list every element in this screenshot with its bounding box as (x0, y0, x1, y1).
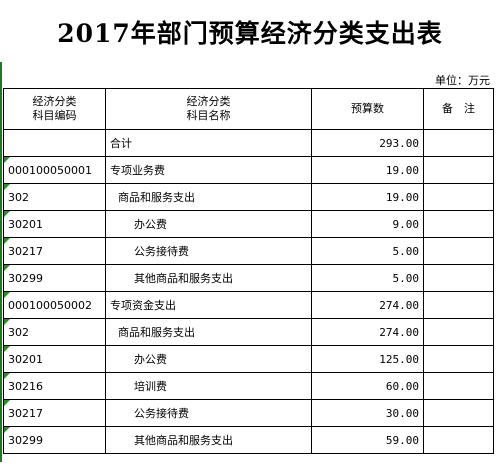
table-row: 000100050002 专项资金支出 274.00 (3, 291, 494, 319)
cell-code[interactable]: 30201 (3, 345, 106, 373)
cell-flag-icon (4, 373, 10, 379)
cell-flag-icon (4, 265, 10, 271)
cell-amount[interactable]: 19.00 (311, 156, 424, 184)
cell-amount[interactable]: 293.00 (311, 129, 424, 157)
cell-flag-icon (4, 157, 10, 163)
table-row: 30299 其他商品和服务支出 5.00 (3, 264, 494, 292)
cell-code-text: 30299 (8, 271, 43, 285)
cell-amount[interactable]: 59.00 (311, 426, 424, 454)
cell-code[interactable]: 30201 (3, 210, 106, 238)
cell-name[interactable]: 办公费 (105, 345, 312, 373)
cell-name[interactable]: 合计 (105, 129, 312, 157)
table-row: 302 商品和服务支出 19.00 (3, 183, 494, 211)
cell-note[interactable] (423, 156, 494, 184)
cell-note[interactable] (423, 129, 494, 157)
cell-code-text: 30216 (8, 379, 43, 393)
cell-code-text: 30217 (8, 406, 43, 420)
table-header-row: 经济分类 科目编码 经济分类 科目名称 预算数 备 注 (3, 88, 494, 130)
cell-amount[interactable]: 30.00 (311, 399, 424, 427)
cell-code[interactable]: 30299 (3, 426, 106, 454)
table-row: 302 商品和服务支出 274.00 (3, 318, 494, 346)
header-name-line1: 经济分类 (186, 95, 231, 108)
cell-code[interactable]: 000100050002 (3, 291, 106, 319)
cell-name[interactable]: 商品和服务支出 (105, 183, 312, 211)
cell-note[interactable] (423, 291, 494, 319)
header-code-line2: 科目编码 (32, 109, 77, 122)
cell-amount[interactable]: 60.00 (311, 372, 424, 400)
cell-name[interactable]: 其他商品和服务支出 (105, 264, 312, 292)
unit-label: 单位：万元 (435, 74, 490, 87)
header-amount[interactable]: 预算数 (311, 88, 424, 130)
table-row: 合计 293.00 (3, 129, 494, 157)
budget-table: 经济分类 科目编码 经济分类 科目名称 预算数 备 注 合计 293.00 00… (3, 88, 494, 454)
cell-flag-icon (4, 319, 10, 325)
cell-amount[interactable]: 19.00 (311, 183, 424, 211)
cell-amount[interactable]: 125.00 (311, 345, 424, 373)
cell-code-text: 30299 (8, 433, 43, 447)
header-name-line2: 科目名称 (186, 109, 231, 122)
header-code-line1: 经济分类 (32, 95, 77, 108)
cell-note[interactable] (423, 237, 494, 265)
cell-flag-icon (4, 346, 10, 352)
cell-code[interactable]: 302 (3, 318, 106, 346)
cell-code-text: 000100050002 (8, 298, 92, 312)
cell-name[interactable]: 专项业务费 (105, 156, 312, 184)
cell-note[interactable] (423, 372, 494, 400)
cell-amount[interactable]: 5.00 (311, 237, 424, 265)
header-code[interactable]: 经济分类 科目编码 (3, 88, 106, 130)
table-row: 30201 办公费 9.00 (3, 210, 494, 238)
cell-amount[interactable]: 274.00 (311, 318, 424, 346)
cell-name[interactable]: 专项资金支出 (105, 291, 312, 319)
header-name[interactable]: 经济分类 科目名称 (105, 88, 312, 130)
table-row: 30217 公务接待费 5.00 (3, 237, 494, 265)
cell-code[interactable]: 30216 (3, 372, 106, 400)
cell-amount[interactable]: 5.00 (311, 264, 424, 292)
cell-name[interactable]: 商品和服务支出 (105, 318, 312, 346)
cell-note[interactable] (423, 318, 494, 346)
table-row: 30217 公务接待费 30.00 (3, 399, 494, 427)
cell-flag-icon (4, 184, 10, 190)
cell-code-text: 302 (8, 325, 29, 339)
cell-flag-icon (4, 211, 10, 217)
cell-code-text: 000100050001 (8, 163, 92, 177)
cell-code[interactable] (3, 129, 106, 157)
sheet-left-edge (0, 62, 2, 462)
cell-note[interactable] (423, 183, 494, 211)
cell-note[interactable] (423, 426, 494, 454)
table-row: 000100050001 专项业务费 19.00 (3, 156, 494, 184)
cell-code[interactable]: 000100050001 (3, 156, 106, 184)
cell-note[interactable] (423, 399, 494, 427)
cell-name[interactable]: 其他商品和服务支出 (105, 426, 312, 454)
header-note[interactable]: 备 注 (423, 88, 494, 130)
cell-note[interactable] (423, 345, 494, 373)
cell-flag-icon (4, 238, 10, 244)
cell-flag-icon (4, 400, 10, 406)
cell-code-text: 302 (8, 190, 29, 204)
cell-flag-icon (4, 427, 10, 433)
cell-code[interactable]: 302 (3, 183, 106, 211)
cell-code-text: 30201 (8, 352, 43, 366)
table-row: 30216 培训费 60.00 (3, 372, 494, 400)
cell-code[interactable]: 30217 (3, 237, 106, 265)
table-row: 30201 办公费 125.00 (3, 345, 494, 373)
cell-name[interactable]: 办公费 (105, 210, 312, 238)
cell-code[interactable]: 30299 (3, 264, 106, 292)
cell-code-text: 30201 (8, 217, 43, 231)
cell-name[interactable]: 培训费 (105, 372, 312, 400)
cell-code[interactable]: 30217 (3, 399, 106, 427)
page-title: 2017年部门预算经济分类支出表 (57, 19, 443, 48)
cell-flag-icon (4, 292, 10, 298)
cell-name[interactable]: 公务接待费 (105, 237, 312, 265)
cell-note[interactable] (423, 264, 494, 292)
cell-amount[interactable]: 9.00 (311, 210, 424, 238)
cell-note[interactable] (423, 210, 494, 238)
cell-code-text: 30217 (8, 244, 43, 258)
cell-amount[interactable]: 274.00 (311, 291, 424, 319)
table-row: 30299 其他商品和服务支出 59.00 (3, 426, 494, 454)
cell-name[interactable]: 公务接待费 (105, 399, 312, 427)
